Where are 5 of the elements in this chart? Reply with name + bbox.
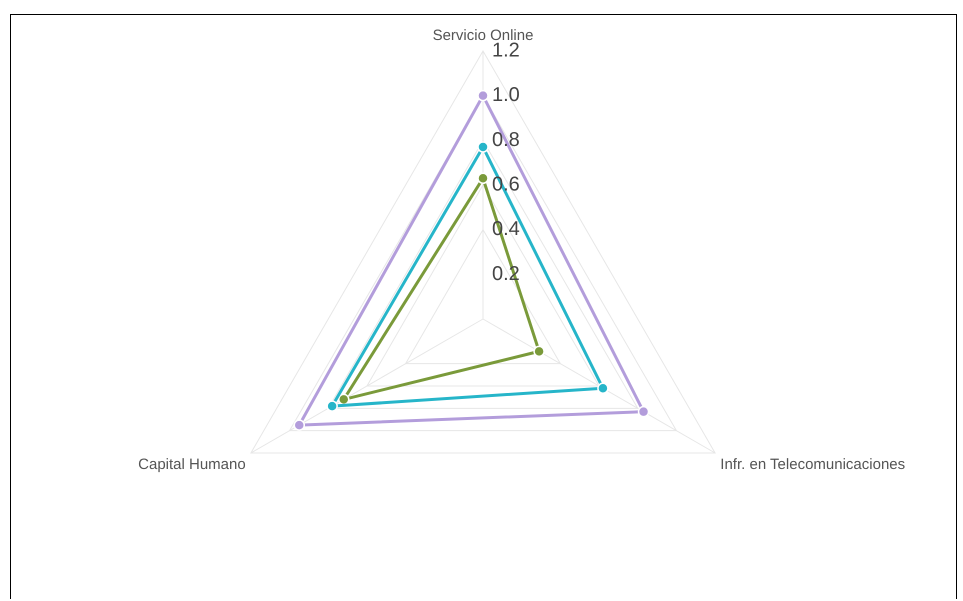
y-tick-label: 1.2	[492, 40, 520, 62]
spoke-label: Infr. en Telecomunicaciones	[720, 456, 906, 474]
y-tick-label: 1.0	[492, 84, 520, 106]
spoke-label: Capital Humano	[138, 456, 246, 474]
y-tick-label: 0.8	[492, 128, 520, 151]
